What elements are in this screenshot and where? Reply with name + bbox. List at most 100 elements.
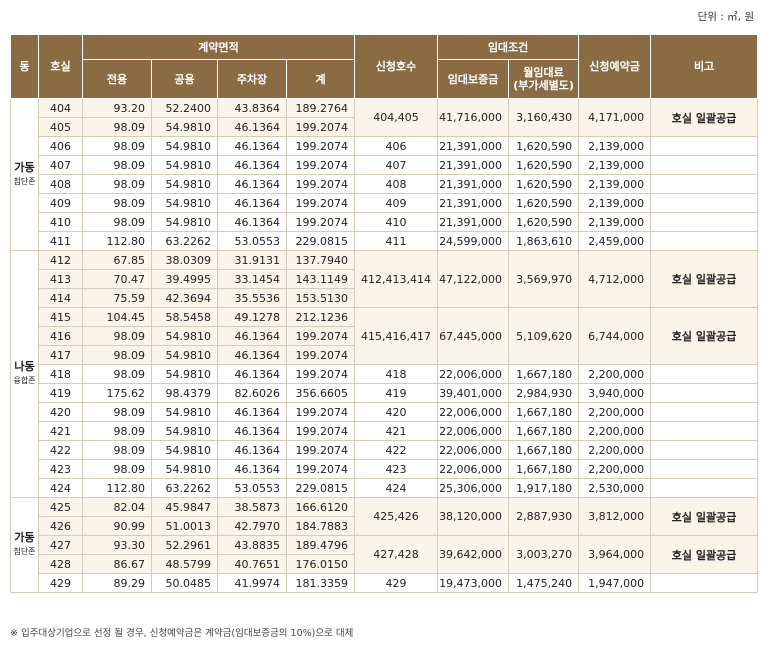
- table-row: 417 98.09 54.9810 46.1364 199.2074: [11, 345, 758, 365]
- total-area: 199.2074: [285, 364, 356, 384]
- exclusive-area: 93.30: [82, 535, 152, 555]
- parking-area: 46.1364: [217, 364, 287, 384]
- deposit: 21,391,000: [437, 212, 510, 232]
- total-area: 199.2074: [285, 326, 356, 346]
- room-number: 411: [38, 231, 83, 251]
- parking-area: 46.1364: [217, 326, 287, 346]
- deposit: 39,401,000: [437, 383, 510, 403]
- common-area: 38.0309: [151, 250, 218, 270]
- room-number: 412: [38, 250, 83, 270]
- exclusive-area: 98.09: [82, 117, 152, 137]
- total-area: 212.1236: [285, 307, 356, 327]
- exclusive-area: 98.09: [82, 212, 152, 232]
- parking-area: 31.9131: [217, 250, 287, 270]
- monthly-rent: 1,620,590: [508, 193, 580, 213]
- table-row: 407 98.09 54.9810 46.1364 199.2074 407 21,391,…: [11, 155, 759, 175]
- exclusive-area: 82.04: [82, 497, 152, 517]
- parking-area: 49.1278: [217, 307, 287, 327]
- parking-area: 46.1364: [217, 174, 287, 194]
- total-area: 199.2074: [285, 440, 356, 460]
- header-common: 공용: [151, 59, 218, 99]
- room-number: 406: [38, 136, 83, 156]
- header-note: 비고: [650, 34, 759, 99]
- reservation-fee: 4,712,000: [578, 250, 652, 308]
- deposit: 22,006,000: [437, 402, 510, 422]
- note: [650, 155, 759, 175]
- room-number: 429: [38, 573, 83, 593]
- deposit: 22,006,000: [437, 364, 510, 384]
- reservation-fee: 3,812,000: [578, 497, 652, 536]
- exclusive-area: 98.09: [82, 402, 152, 422]
- note: [650, 174, 759, 194]
- room-number: 420: [38, 402, 83, 422]
- monthly-rent: 5,109,620: [508, 307, 580, 365]
- dong-name: 나동: [14, 360, 35, 373]
- exclusive-area: 98.09: [82, 193, 152, 213]
- total-area: 199.2074: [285, 345, 356, 365]
- header-reservation: 신청예약금: [578, 34, 652, 99]
- table-row: 408 98.09 54.9810 46.1364 199.2074 408 21,391,…: [11, 174, 759, 194]
- header-room: 호실: [38, 34, 83, 99]
- applied-rooms: 415,416,417: [354, 307, 439, 365]
- parking-area: 43.8835: [217, 535, 287, 555]
- header-parking: 주차장: [217, 59, 287, 99]
- monthly-rent: 3,003,270: [508, 535, 580, 574]
- note: 호실 일괄공급: [650, 98, 759, 137]
- dong-zone: 첨단존: [13, 176, 36, 186]
- monthly-rent: 1,620,590: [508, 136, 580, 156]
- exclusive-area: 98.09: [82, 174, 152, 194]
- monthly-rent: 1,620,590: [508, 155, 580, 175]
- common-area: 98.4379: [151, 383, 218, 403]
- total-area: 184.7883: [285, 516, 356, 536]
- table-body: 가동 첨단존 404 93.20 52.2400 43.8364 189.2764 404,4…: [10, 98, 759, 593]
- common-area: 52.2400: [151, 98, 218, 118]
- common-area: 51.0013: [151, 516, 218, 536]
- room-number: 414: [38, 288, 83, 308]
- exclusive-area: 98.09: [82, 440, 152, 460]
- note: [650, 478, 759, 498]
- table-row: 423 98.09 54.9810 46.1364 199.2074 423 22,006,…: [11, 459, 759, 479]
- dong-cell: 가동 첨단존: [10, 497, 39, 593]
- room-number: 413: [38, 269, 83, 289]
- monthly-rent: 1,917,180: [508, 478, 580, 498]
- reservation-fee: 2,139,000: [578, 193, 652, 213]
- header-deposit: 임대보증금: [437, 59, 510, 99]
- table-row: 가동 첨단존 425 82.04 45.9847 38.5873 166.6120 425,4…: [10, 497, 759, 593]
- applied-rooms: 427,428: [354, 535, 439, 574]
- parking-area: 40.7651: [217, 554, 287, 574]
- total-area: 199.2074: [285, 459, 356, 479]
- reservation-fee: 6,744,000: [578, 307, 652, 365]
- common-area: 54.9810: [151, 136, 218, 156]
- deposit: 25,306,000: [437, 478, 510, 498]
- common-area: 50.0485: [151, 573, 218, 593]
- header-exclusive: 전용: [82, 59, 152, 99]
- dong-cell: 나동 융합존: [10, 250, 39, 498]
- dong-zone: 첨단존: [13, 547, 36, 556]
- deposit: 21,391,000: [437, 174, 510, 194]
- parking-area: 46.1364: [217, 155, 287, 175]
- common-area: 63.2262: [151, 231, 218, 251]
- parking-area: 46.1364: [217, 212, 287, 232]
- exclusive-area: 67.85: [82, 250, 152, 270]
- parking-area: 33.1454: [217, 269, 287, 289]
- exclusive-area: 112.80: [82, 231, 152, 251]
- note: [650, 364, 759, 384]
- common-area: 54.9810: [151, 212, 218, 232]
- table-row: 427 93.30 52.2961 43.8835 189.4796 427,428 39,…: [11, 535, 759, 574]
- reservation-fee: 4,171,000: [578, 98, 652, 137]
- table-row: 428 86.67 48.5799 40.7651 176.0150: [11, 554, 758, 574]
- monthly-rent: 3,569,970: [508, 250, 580, 308]
- note: 호실 일괄공급: [650, 250, 759, 308]
- exclusive-area: 98.09: [82, 345, 152, 365]
- room-number: 404: [38, 98, 83, 118]
- total-area: 199.2074: [285, 193, 356, 213]
- room-number: 424: [38, 478, 83, 498]
- monthly-rent: 1,667,180: [508, 364, 580, 384]
- note: [650, 440, 759, 460]
- room-number: 423: [38, 459, 83, 479]
- note: [650, 193, 759, 213]
- table-row: 405 98.09 54.9810 46.1364 199.2074: [11, 117, 758, 137]
- common-area: 54.9810: [151, 155, 218, 175]
- reservation-fee: 2,200,000: [578, 364, 652, 384]
- common-area: 45.9847: [151, 497, 218, 517]
